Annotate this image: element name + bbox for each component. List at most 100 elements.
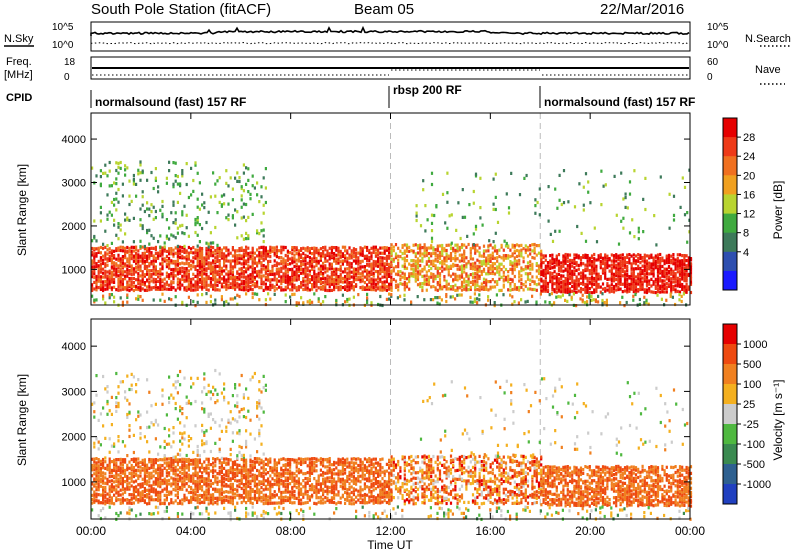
velocity-cell-e-region <box>148 480 151 484</box>
power-cell-e-region <box>518 288 521 292</box>
power-cell-e-region <box>218 249 221 253</box>
power-cell-e-region <box>427 275 431 279</box>
power-cell-e-region <box>328 288 331 293</box>
power-cell-e-region <box>150 246 153 250</box>
power-cell-e-region <box>196 274 199 278</box>
power-cell-f-region <box>130 199 133 203</box>
power-cell-e-region <box>496 249 499 253</box>
power-cell-f-region <box>523 176 526 180</box>
power-cell-e-region <box>496 265 499 269</box>
power-cell-e-region <box>363 267 366 271</box>
power-cell-e-region <box>165 275 168 279</box>
power-cell-near-range <box>581 298 584 302</box>
power-cell-e-region <box>403 258 406 262</box>
velocity-cell-e-region <box>203 482 206 486</box>
power-cell-f-region <box>260 229 263 233</box>
power-cell-e-region <box>352 275 355 280</box>
power-cell-f-region <box>154 216 157 220</box>
power-cell-e-region <box>350 275 353 279</box>
power-cell-e-region <box>150 253 153 257</box>
power-cell-e-region <box>421 274 424 279</box>
power-cell-f-region <box>165 218 168 222</box>
power-cell-e-region <box>617 264 620 268</box>
power-cell-e-region <box>641 264 644 268</box>
power-cell-e-region <box>623 261 627 265</box>
velocity-cell-e-region <box>102 476 105 480</box>
velocity-cell-e-region <box>102 501 105 505</box>
power-cell-e-region <box>529 287 532 291</box>
power-cell-e-region <box>348 264 351 268</box>
power-cell-e-region <box>676 289 679 293</box>
power-cell-e-region <box>469 266 472 270</box>
power-cell-e-region <box>689 271 693 275</box>
power-cell-e-region <box>126 274 129 278</box>
power-cell-e-region <box>220 285 223 289</box>
power-cell-e-region <box>524 265 527 269</box>
velocity-cell-e-region <box>234 468 237 472</box>
power-cell-e-region <box>106 277 109 281</box>
power-cell-near-range <box>306 300 309 304</box>
power-cell-near-range <box>110 293 113 297</box>
power-cell-e-region <box>606 277 609 281</box>
power-cell-f-region <box>430 229 434 233</box>
power-cell-e-region <box>346 260 349 264</box>
power-cell-e-region <box>179 285 182 290</box>
velocity-cell-e-region <box>181 484 184 488</box>
power-cell-e-region <box>247 285 250 289</box>
power-cell-e-region <box>650 253 653 257</box>
power-cell-e-region <box>291 277 294 281</box>
power-cell-near-range <box>297 301 300 305</box>
velocity-cell-e-region <box>108 493 111 497</box>
power-cell-e-region <box>245 253 248 257</box>
power-cell-e-region <box>361 274 364 278</box>
power-cell-e-region <box>432 259 435 263</box>
velocity-cell-e-region <box>128 476 131 480</box>
velocity-cell-e-region <box>220 501 223 505</box>
power-cell-near-range <box>126 293 129 297</box>
power-cell-e-region <box>452 257 455 261</box>
velocity-cell-e-region <box>132 480 135 484</box>
power-cell-e-region <box>192 272 195 276</box>
velocity-cell-e-region <box>159 477 162 481</box>
velocity-cell-e-region <box>152 487 155 491</box>
power-cell-e-region <box>493 280 497 284</box>
power-cell-f-region <box>154 178 157 182</box>
power-cell-e-region <box>496 270 499 274</box>
power-cell-near-range <box>645 298 648 302</box>
power-cell-near-range <box>445 299 448 304</box>
power-cell-f-region <box>196 216 199 220</box>
power-cell-e-region <box>324 288 327 292</box>
power-cell-e-region <box>366 277 369 282</box>
velocity-cell-e-region <box>102 471 105 475</box>
power-cell-e-region <box>183 278 186 282</box>
power-cell-e-region <box>385 288 388 292</box>
velocity-cell-e-region <box>99 480 102 484</box>
power-cell-e-region <box>143 260 146 264</box>
power-cell-e-region <box>626 255 629 259</box>
power-cell-e-region <box>615 277 618 282</box>
velocity-cell-e-region <box>212 493 215 497</box>
power-cell-e-region <box>306 254 309 258</box>
power-cell-f-region <box>115 197 118 201</box>
power-cell-e-region <box>419 243 422 247</box>
power-cell-e-region <box>641 276 644 280</box>
power-cell-e-region <box>264 282 267 286</box>
power-cell-e-region <box>540 279 543 283</box>
power-cell-e-region <box>293 278 296 282</box>
power-cell-e-region <box>159 252 162 256</box>
power-cell-e-region <box>513 256 516 260</box>
velocity-cell-e-region <box>150 495 153 499</box>
power-cell-e-region <box>604 268 607 272</box>
power-cell-e-region <box>95 285 98 289</box>
velocity-cell-e-region <box>194 496 197 500</box>
velocity-cell-e-region <box>93 490 96 494</box>
power-cell-e-region <box>245 262 248 266</box>
power-cell-e-region <box>126 260 129 264</box>
power-cell-e-region <box>610 289 613 293</box>
power-cell-e-region <box>518 254 521 258</box>
power-cell-e-region <box>267 259 270 264</box>
power-cell-f-region <box>117 200 120 204</box>
velocity-cell-e-region <box>216 482 219 486</box>
power-cell-f-region <box>146 178 149 182</box>
noise-axis-bottom-right: 10^0 <box>707 40 729 51</box>
